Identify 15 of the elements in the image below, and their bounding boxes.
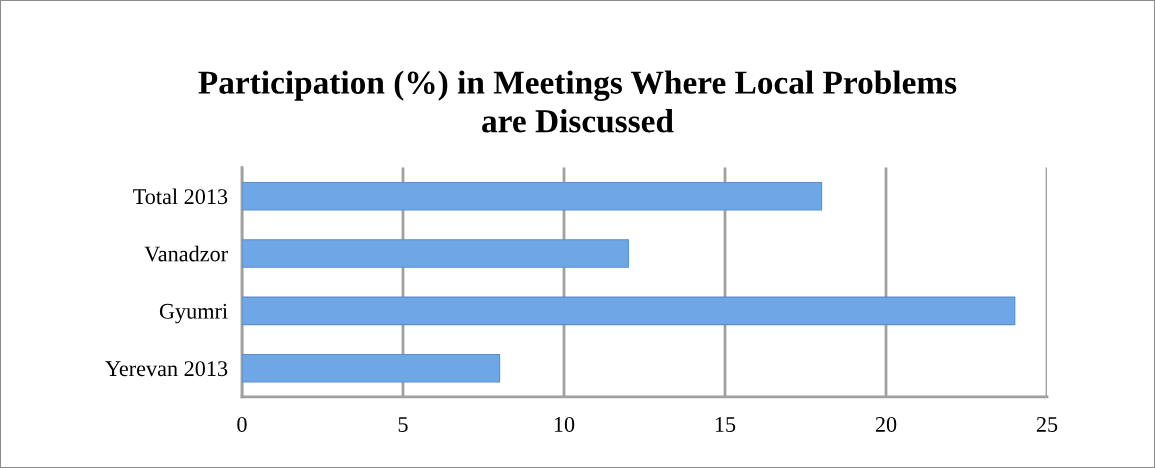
x-tick-label: 10 xyxy=(554,416,575,432)
bar xyxy=(241,296,1016,326)
bar xyxy=(241,181,823,211)
x-tick-label: 25 xyxy=(1036,417,1058,432)
x-tick-label: 5 xyxy=(398,417,408,432)
y-tick-label: Total 2013 xyxy=(133,188,228,205)
x-tick-label: 20 xyxy=(875,416,897,432)
x-tick-label: 15 xyxy=(715,417,736,432)
y-tick-label: Gyumri xyxy=(159,303,228,324)
chart-title: Participation (%) in Meetings Where Local Problems are Discussed xyxy=(198,70,957,133)
bar xyxy=(241,353,501,383)
y-tick-label: Vanadzor xyxy=(144,245,228,262)
bar xyxy=(241,239,629,268)
y-tick-label: Yerevan 2013 xyxy=(105,361,228,377)
x-tick-label: 0 xyxy=(237,416,247,432)
